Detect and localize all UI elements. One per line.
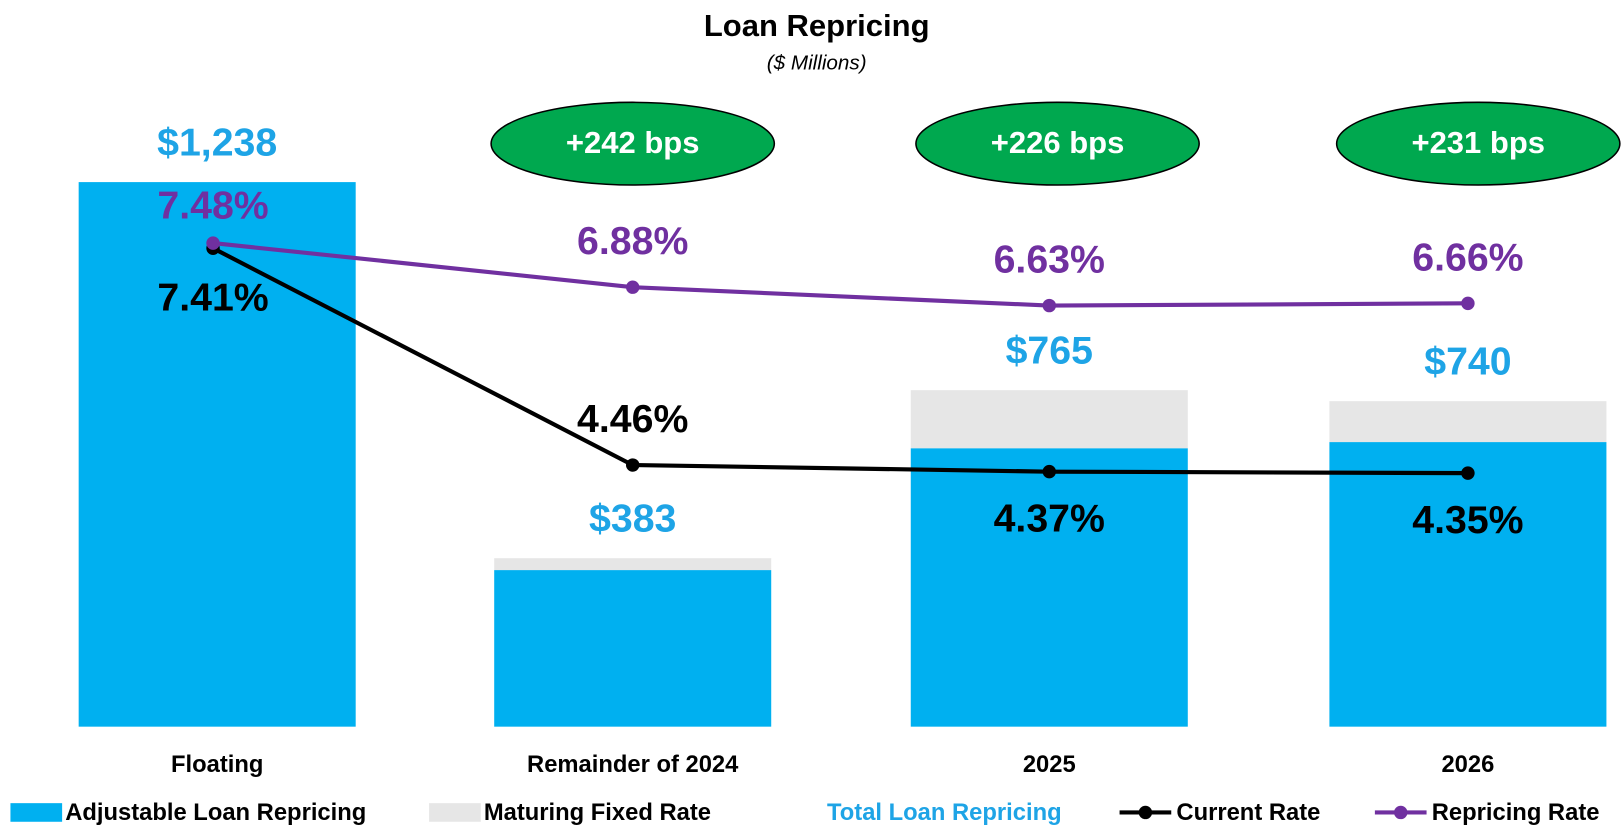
legend-swatch-marker (1138, 805, 1153, 820)
total-label: $765 (1006, 328, 1093, 372)
bar-segment (910, 448, 1188, 727)
total-label: $740 (1424, 339, 1511, 383)
x-tick-label: 2025 (1023, 751, 1076, 778)
x-tick-label: Floating (171, 751, 263, 778)
x-tick-label: Remainder of 2024 (527, 751, 739, 778)
rate-label: 7.41% (157, 275, 268, 319)
annotation-bubble (915, 101, 1200, 186)
annotation-text: +226 bps (991, 125, 1125, 160)
bar-segment (1329, 401, 1607, 443)
legend-label: Total Loan Repricing (827, 799, 1062, 826)
line-marker (1042, 298, 1056, 313)
rate-label: 6.66% (1412, 235, 1523, 279)
bar-segment (494, 558, 772, 571)
annotation-text: +242 bps (566, 125, 700, 160)
legend-label: Current Rate (1176, 799, 1320, 826)
rate-label: 4.35% (1412, 498, 1523, 542)
legend-swatch-marker (1394, 805, 1408, 820)
line (212, 246, 1468, 476)
rate-label: 4.46% (577, 397, 688, 441)
annotation-bubble (490, 101, 776, 186)
chart-title: Loan Repricing (704, 8, 930, 43)
rate-label: 6.63% (994, 238, 1105, 282)
rate-label: 6.88% (577, 219, 688, 263)
bar-segment (494, 570, 772, 727)
line-marker (1461, 466, 1475, 480)
line (212, 241, 1468, 308)
line-marker (625, 280, 640, 294)
legend-label: Adjustable Loan Repricing (65, 799, 366, 826)
legend-label: Repricing Rate (1432, 799, 1600, 826)
chart-subtitle: ($ Millions) (767, 52, 867, 75)
line-marker (206, 236, 220, 250)
line-marker (1042, 464, 1056, 479)
total-label: $1,238 (157, 120, 277, 164)
line-marker (1461, 296, 1475, 311)
bar-segment (910, 390, 1188, 449)
bar-segment (78, 182, 356, 727)
annotation-bubble (1335, 101, 1621, 186)
annotation-text: +231 bps (1411, 125, 1545, 160)
legend-label: Maturing Fixed Rate (484, 799, 711, 826)
rate-label: 7.48% (157, 183, 268, 227)
x-tick-label: 2026 (1441, 751, 1494, 778)
legend-swatch (429, 803, 481, 822)
legend-swatch (10, 803, 63, 822)
line-marker (625, 458, 640, 472)
rate-label: 4.37% (994, 497, 1105, 541)
bar-segment (1329, 442, 1607, 727)
total-label: $383 (589, 496, 676, 540)
